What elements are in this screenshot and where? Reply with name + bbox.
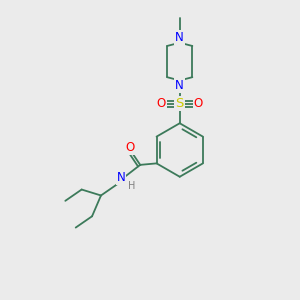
Text: S: S (176, 98, 184, 110)
Text: N: N (175, 31, 184, 44)
Text: N: N (116, 171, 125, 184)
Text: O: O (125, 141, 134, 154)
Text: N: N (175, 79, 184, 92)
Text: H: H (128, 181, 135, 191)
Text: O: O (157, 98, 166, 110)
Text: O: O (194, 98, 203, 110)
